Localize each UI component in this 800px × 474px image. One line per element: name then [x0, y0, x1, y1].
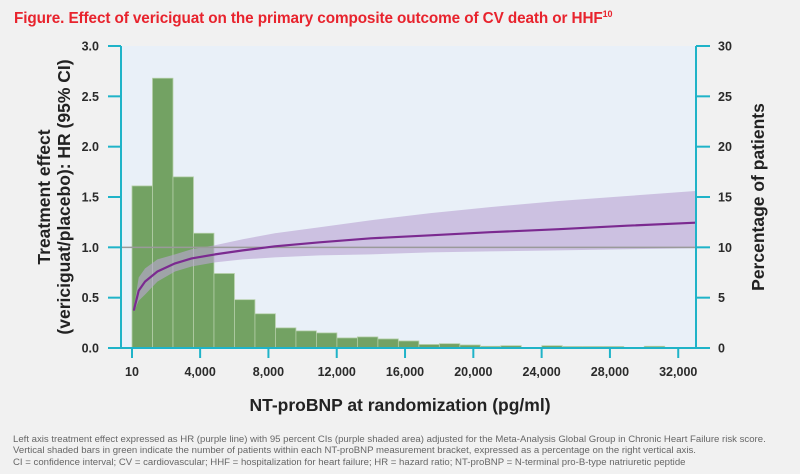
footnote-1: Left axis treatment effect expressed as … [13, 434, 766, 445]
histogram-bar [213, 273, 235, 349]
x-axis-title: NT-proBNP at randomization (pg/ml) [249, 395, 550, 415]
y-right-tick-label: 10 [718, 241, 732, 255]
histogram-bar [356, 336, 379, 349]
y-right-tick-label: 5 [718, 291, 725, 305]
y-right-tick-label: 20 [718, 140, 732, 154]
footnotes: Left axis treatment effect expressed as … [13, 434, 766, 468]
y-axis-left-title-line2: (vericiguat/placebo): HR (95% CI) [54, 59, 74, 334]
x-tick-label: 28,000 [591, 365, 629, 379]
figure-title: Figure. Effect of vericiguat on the prim… [14, 9, 613, 28]
y-right-tick-label: 15 [718, 191, 732, 205]
y-left-tick-label: 0.5 [82, 291, 99, 305]
axes [108, 45, 710, 358]
histogram-bar [397, 340, 420, 349]
y-right-tick-label: 25 [718, 90, 732, 104]
x-tick-label: 12,000 [318, 365, 356, 379]
histogram-bar [254, 313, 276, 349]
x-tick-label: 8,000 [253, 365, 284, 379]
x-tick-label: 10 [125, 365, 139, 379]
y-right-tick-label: 0 [718, 342, 725, 356]
y-right-tick-label: 30 [718, 40, 732, 54]
histogram-bar [234, 299, 256, 349]
x-tick-label: 32,000 [659, 365, 697, 379]
x-tick-label: 20,000 [454, 365, 492, 379]
y-left-tick-label: 3.0 [82, 40, 99, 54]
histogram-bar [295, 330, 317, 349]
y-left-tick-label: 1.5 [82, 191, 99, 205]
figure-title-reference: 10 [602, 9, 613, 19]
histogram-bar [316, 332, 338, 349]
x-tick-label: 24,000 [523, 365, 561, 379]
ci-band [134, 191, 696, 312]
hr-line [132, 221, 697, 311]
histogram-bar [336, 337, 358, 349]
y-left-tick-label: 1.0 [82, 241, 99, 255]
x-tick-label: 4,000 [184, 365, 215, 379]
histogram-bar [377, 338, 399, 349]
y-axis-left-title-line1: Treatment effect [34, 129, 54, 264]
footnote-2: Vertical shaded bars in green indicate t… [13, 445, 696, 457]
y-left-tick-label: 2.0 [82, 140, 99, 154]
histogram-bar [152, 77, 174, 349]
tick-labels: 0.0 0.5 1.0 1.5 2.0 2.5 3.0 0 5 10 15 20 25 30 10 4,000… [82, 40, 732, 380]
footnote-3: CI = confidence interval; CV = cardiovas… [13, 456, 686, 468]
x-tick-label: 16,000 [386, 365, 424, 379]
figure-title-text: Figure. Effect of vericiguat on the prim… [14, 10, 603, 27]
y-axis-right-title: Percentage of patients [748, 103, 768, 291]
histogram-bar [275, 327, 297, 349]
y-left-tick-label: 2.5 [82, 90, 99, 104]
y-left-tick-label: 0.0 [82, 342, 99, 356]
